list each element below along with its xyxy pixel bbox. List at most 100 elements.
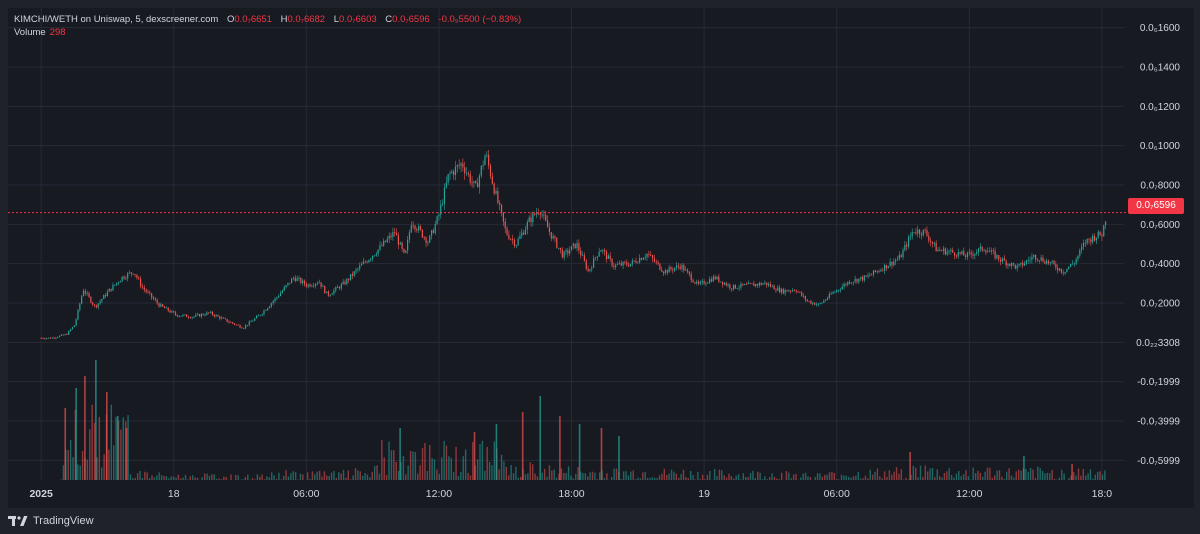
candle-body[interactable] bbox=[292, 277, 295, 279]
candle-body[interactable] bbox=[195, 314, 197, 317]
candle-body[interactable] bbox=[604, 250, 606, 252]
candle-body[interactable] bbox=[482, 164, 484, 166]
candle-body[interactable] bbox=[1092, 235, 1094, 243]
candle-body[interactable] bbox=[626, 262, 628, 265]
candle-body[interactable] bbox=[237, 324, 239, 326]
candle-body[interactable] bbox=[651, 255, 654, 259]
candle-body[interactable] bbox=[1093, 235, 1096, 241]
candle-body[interactable] bbox=[869, 275, 871, 277]
candle-body[interactable] bbox=[585, 260, 587, 269]
candle-body[interactable] bbox=[475, 181, 477, 184]
candle-body[interactable] bbox=[331, 293, 333, 295]
candle-body[interactable] bbox=[497, 191, 499, 203]
candle-body[interactable] bbox=[825, 299, 827, 301]
candle-body[interactable] bbox=[154, 298, 156, 301]
candle-body[interactable] bbox=[1012, 263, 1015, 265]
candle-body[interactable] bbox=[688, 271, 690, 275]
candle-body[interactable] bbox=[628, 264, 630, 267]
candle-body[interactable] bbox=[629, 263, 632, 267]
candle-body[interactable] bbox=[1082, 242, 1085, 247]
candle-body[interactable] bbox=[631, 260, 633, 264]
candle-body[interactable] bbox=[732, 284, 735, 290]
candle-body[interactable] bbox=[489, 165, 492, 177]
candle-body[interactable] bbox=[675, 265, 678, 268]
candle-body[interactable] bbox=[1095, 237, 1097, 241]
candle-body[interactable] bbox=[239, 325, 241, 328]
candle-body[interactable] bbox=[42, 338, 44, 339]
candle-body[interactable] bbox=[710, 279, 713, 282]
candle-body[interactable] bbox=[508, 234, 510, 239]
candle-body[interactable] bbox=[931, 241, 934, 244]
candle-body[interactable] bbox=[364, 261, 366, 263]
candle-body[interactable] bbox=[979, 246, 981, 249]
candle-body[interactable] bbox=[296, 278, 298, 281]
candle-body[interactable] bbox=[209, 311, 212, 313]
candle-body[interactable] bbox=[795, 290, 797, 292]
candle-body[interactable] bbox=[248, 321, 250, 326]
candle-body[interactable] bbox=[530, 217, 532, 223]
candle-body[interactable] bbox=[1042, 257, 1044, 262]
candle-body[interactable] bbox=[418, 226, 420, 231]
candle-body[interactable] bbox=[935, 242, 937, 252]
candle-body[interactable] bbox=[86, 293, 88, 294]
candle-body[interactable] bbox=[1053, 261, 1055, 265]
candle-body[interactable] bbox=[699, 281, 702, 284]
candle-body[interactable] bbox=[594, 257, 597, 259]
candle-body[interactable] bbox=[720, 281, 722, 283]
candle-body[interactable] bbox=[917, 229, 919, 234]
candle-body[interactable] bbox=[880, 269, 882, 272]
candle-body[interactable] bbox=[740, 283, 742, 288]
candle-body[interactable] bbox=[421, 229, 423, 238]
candle-body[interactable] bbox=[257, 315, 260, 317]
candle-body[interactable] bbox=[952, 249, 954, 253]
candle-body[interactable] bbox=[941, 250, 943, 252]
candle-body[interactable] bbox=[204, 314, 206, 316]
candle-body[interactable] bbox=[1055, 264, 1057, 268]
candle-body[interactable] bbox=[383, 240, 385, 246]
candle-body[interactable] bbox=[51, 337, 53, 339]
candle-body[interactable] bbox=[300, 278, 302, 283]
candle-body[interactable] bbox=[554, 236, 556, 238]
candle-body[interactable] bbox=[377, 249, 379, 255]
candle-body[interactable] bbox=[784, 290, 786, 294]
candle-body[interactable] bbox=[200, 314, 202, 317]
candle-body[interactable] bbox=[801, 292, 803, 296]
candle-body[interactable] bbox=[443, 187, 446, 204]
candle-body[interactable] bbox=[742, 283, 744, 285]
candle-body[interactable] bbox=[1077, 255, 1079, 260]
candle-body[interactable] bbox=[285, 285, 287, 288]
candle-body[interactable] bbox=[779, 287, 781, 293]
candle-body[interactable] bbox=[911, 232, 913, 236]
candle-body[interactable] bbox=[745, 284, 748, 285]
candle-body[interactable] bbox=[900, 255, 902, 258]
candle-body[interactable] bbox=[633, 260, 635, 262]
candle-body[interactable] bbox=[186, 314, 188, 317]
candle-body[interactable] bbox=[412, 225, 414, 227]
candle-body[interactable] bbox=[607, 255, 609, 259]
candle-body[interactable] bbox=[106, 291, 109, 297]
candle-body[interactable] bbox=[397, 235, 400, 245]
candle-body[interactable] bbox=[451, 171, 453, 174]
candle-body[interactable] bbox=[136, 275, 138, 278]
candle-body[interactable] bbox=[370, 258, 372, 260]
candle-body[interactable] bbox=[580, 250, 582, 256]
candle-body[interactable] bbox=[968, 252, 970, 254]
candle-body[interactable] bbox=[346, 278, 348, 285]
candle-body[interactable] bbox=[221, 317, 223, 319]
candle-body[interactable] bbox=[804, 295, 807, 300]
candle-body[interactable] bbox=[648, 253, 650, 255]
candle-body[interactable] bbox=[965, 255, 967, 257]
candle-body[interactable] bbox=[390, 235, 392, 238]
candle-body[interactable] bbox=[138, 277, 140, 279]
candle-body[interactable] bbox=[1011, 263, 1013, 267]
candle-body[interactable] bbox=[84, 290, 86, 294]
candle-body[interactable] bbox=[955, 255, 958, 257]
candle-body[interactable] bbox=[521, 232, 523, 236]
candle-body[interactable] bbox=[674, 267, 676, 271]
candle-body[interactable] bbox=[1081, 246, 1083, 251]
candle-body[interactable] bbox=[747, 282, 749, 285]
candle-body[interactable] bbox=[598, 251, 600, 257]
candle-body[interactable] bbox=[1090, 239, 1092, 243]
candle-body[interactable] bbox=[948, 251, 950, 252]
candle-body[interactable] bbox=[788, 290, 790, 292]
